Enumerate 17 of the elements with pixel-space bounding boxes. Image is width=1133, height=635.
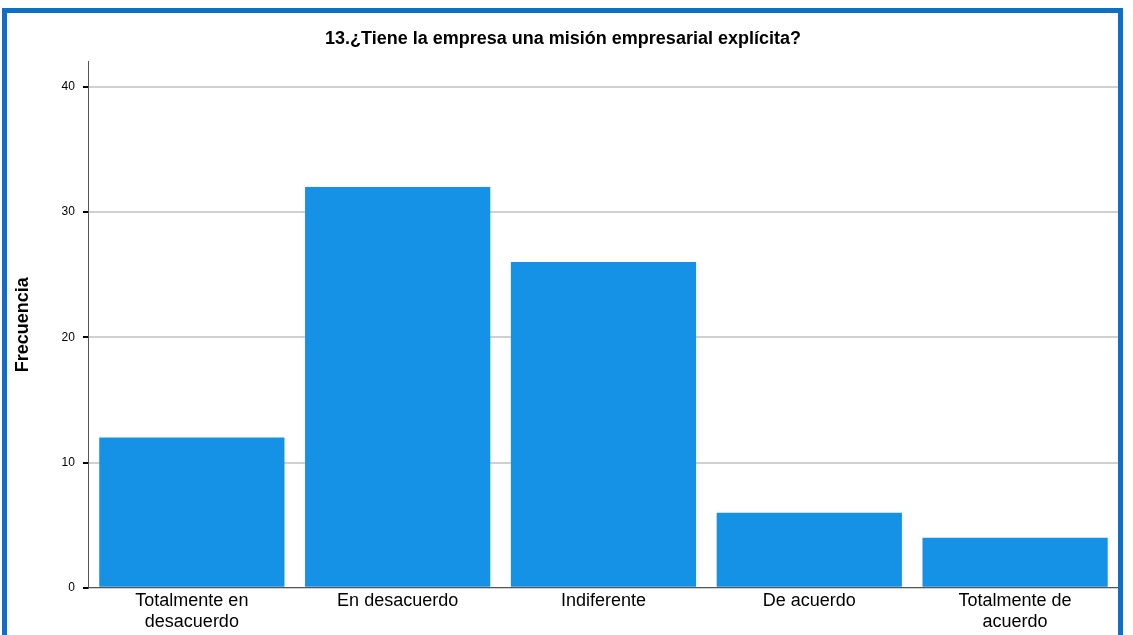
- bar: [716, 512, 902, 587]
- y-tick-label: 10: [61, 454, 76, 469]
- y-tick-label: 40: [61, 78, 76, 93]
- x-tick-label: De acuerdo: [762, 589, 856, 610]
- y-tick-label: 30: [61, 204, 76, 219]
- x-tick-label: Indiferente: [560, 589, 647, 610]
- bar: [510, 262, 697, 587]
- y-tick-label: 20: [61, 329, 76, 344]
- y-tick-label: 0: [68, 580, 76, 595]
- chart-title: 13.¿Tiene la empresa una misión empresarial explícita?: [325, 27, 801, 48]
- x-tick-label: Totalmente en desacuerdo: [135, 589, 249, 632]
- bar: [99, 437, 285, 587]
- x-tick-label: Totalmente de acuerdo: [958, 589, 1072, 632]
- y-axis-title: Frecuencia: [11, 276, 32, 373]
- bar: [305, 186, 491, 587]
- bar: [922, 537, 1108, 587]
- x-tick-label: En desacuerdo: [337, 589, 459, 610]
